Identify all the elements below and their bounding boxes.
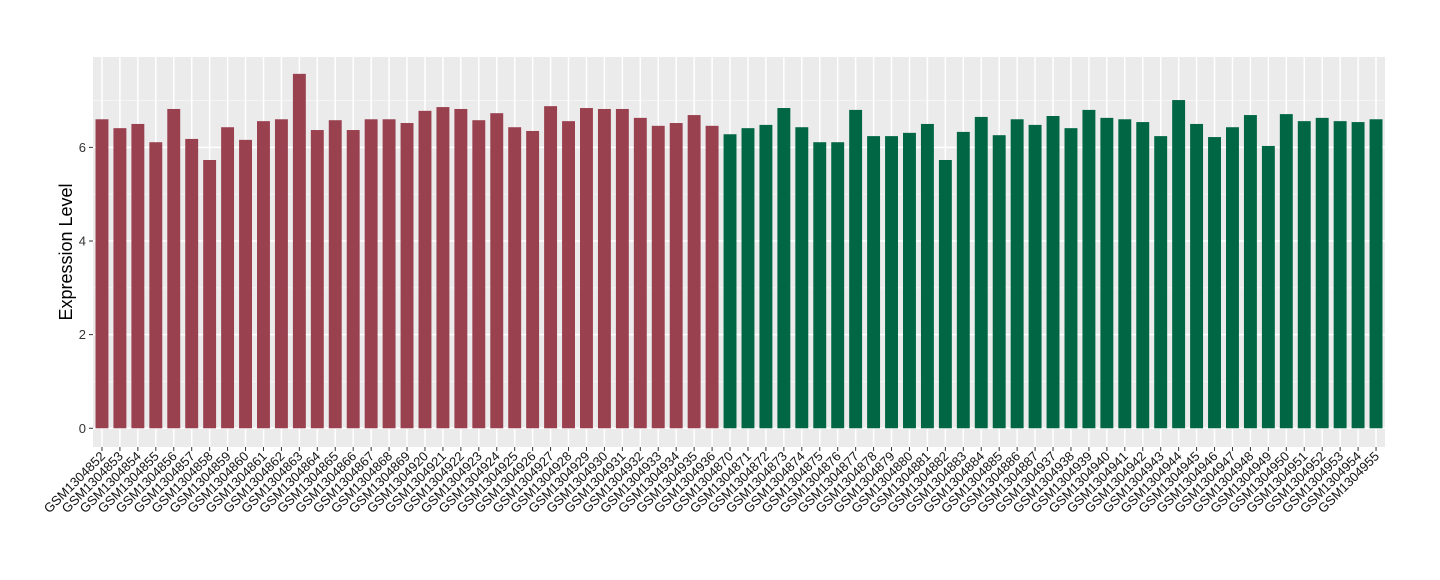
- bar-GSM1304855: [149, 142, 163, 429]
- bar-GSM1304859: [221, 127, 235, 429]
- bar-GSM1304955: [1369, 119, 1383, 429]
- bar-GSM1304920: [418, 110, 432, 429]
- bar-GSM1304926: [526, 130, 540, 429]
- plot-panel: [93, 57, 1385, 447]
- bar-GSM1304861: [257, 121, 270, 429]
- bar-GSM1304934: [669, 123, 683, 429]
- bar-GSM1304860: [239, 139, 252, 429]
- bar-GSM1304948: [1243, 115, 1257, 429]
- bar-GSM1304943: [1154, 136, 1168, 429]
- bar-GSM1304930: [597, 108, 611, 429]
- bar-GSM1304935: [687, 115, 701, 429]
- bars: [95, 73, 1383, 429]
- bar-GSM1304873: [777, 108, 791, 429]
- y-tick-label: 2: [79, 327, 86, 342]
- bar-GSM1304880: [903, 132, 916, 429]
- bar-GSM1304951: [1297, 121, 1311, 429]
- bar-GSM1304853: [113, 128, 127, 429]
- y-axis-label: Expression Level: [56, 183, 76, 320]
- bar-GSM1304864: [310, 130, 324, 429]
- bar-GSM1304879: [885, 136, 898, 429]
- y-tick-label: 6: [79, 140, 86, 155]
- bar-GSM1304952: [1315, 117, 1329, 429]
- bar-GSM1304949: [1261, 145, 1275, 429]
- bar-GSM1304937: [1046, 115, 1060, 429]
- bar-GSM1304947: [1226, 127, 1239, 429]
- bar-GSM1304867: [364, 119, 378, 429]
- bar-GSM1304874: [795, 127, 809, 429]
- bar-GSM1304927: [544, 106, 558, 429]
- bar-GSM1304950: [1279, 114, 1293, 429]
- bar-GSM1304875: [813, 142, 827, 429]
- bar-GSM1304953: [1333, 121, 1347, 429]
- bar-GSM1304863: [292, 73, 306, 429]
- bar-GSM1304945: [1190, 123, 1204, 429]
- bar-GSM1304942: [1136, 122, 1150, 429]
- bar-GSM1304876: [831, 142, 845, 429]
- bar-GSM1304936: [705, 125, 719, 429]
- bar-GSM1304872: [759, 124, 773, 429]
- x-axis: GSM1304852GSM1304853GSM1304854GSM1304855…: [41, 447, 1382, 516]
- bar-GSM1304852: [95, 119, 109, 429]
- bar-GSM1304932: [633, 117, 647, 429]
- bar-GSM1304884: [974, 116, 988, 429]
- bar-GSM1304931: [615, 108, 629, 429]
- bar-GSM1304886: [1010, 119, 1024, 429]
- bar-GSM1304929: [580, 108, 593, 429]
- bar-GSM1304868: [382, 119, 396, 429]
- bar-GSM1304856: [167, 108, 181, 429]
- bar-GSM1304938: [1064, 128, 1078, 429]
- bar-GSM1304925: [508, 127, 522, 429]
- bar-GSM1304865: [328, 120, 342, 429]
- bar-GSM1304946: [1208, 137, 1221, 429]
- bar-GSM1304854: [131, 123, 145, 429]
- y-tick-label: 0: [79, 421, 86, 436]
- bar-GSM1304883: [956, 131, 970, 429]
- bar-GSM1304871: [741, 128, 755, 429]
- bar-GSM1304940: [1100, 117, 1114, 429]
- bar-GSM1304921: [436, 107, 450, 429]
- bar-GSM1304944: [1172, 100, 1186, 429]
- bar-GSM1304928: [562, 121, 575, 429]
- bar-GSM1304933: [651, 125, 665, 429]
- bar-GSM1304858: [203, 160, 217, 429]
- bar-GSM1304881: [920, 123, 934, 429]
- bar-GSM1304939: [1082, 109, 1096, 429]
- bar-GSM1304923: [472, 120, 486, 429]
- bar-GSM1304887: [1028, 124, 1042, 429]
- bar-GSM1304885: [992, 135, 1006, 429]
- bar-GSM1304877: [849, 109, 863, 429]
- bar-GSM1304857: [185, 138, 199, 429]
- y-axis: 0 2 4 6: [79, 140, 93, 436]
- y-tick-label: 4: [79, 233, 86, 248]
- bar-GSM1304924: [490, 113, 504, 429]
- bar-GSM1304869: [400, 123, 414, 429]
- bar-GSM1304866: [346, 130, 360, 429]
- bar-GSM1304870: [723, 134, 737, 429]
- bar-GSM1304882: [938, 160, 952, 429]
- bar-GSM1304878: [867, 136, 881, 429]
- bar-GSM1304922: [454, 108, 468, 429]
- bar-GSM1304941: [1118, 119, 1132, 429]
- bar-GSM1304862: [274, 119, 288, 429]
- bar-GSM1304954: [1351, 122, 1365, 429]
